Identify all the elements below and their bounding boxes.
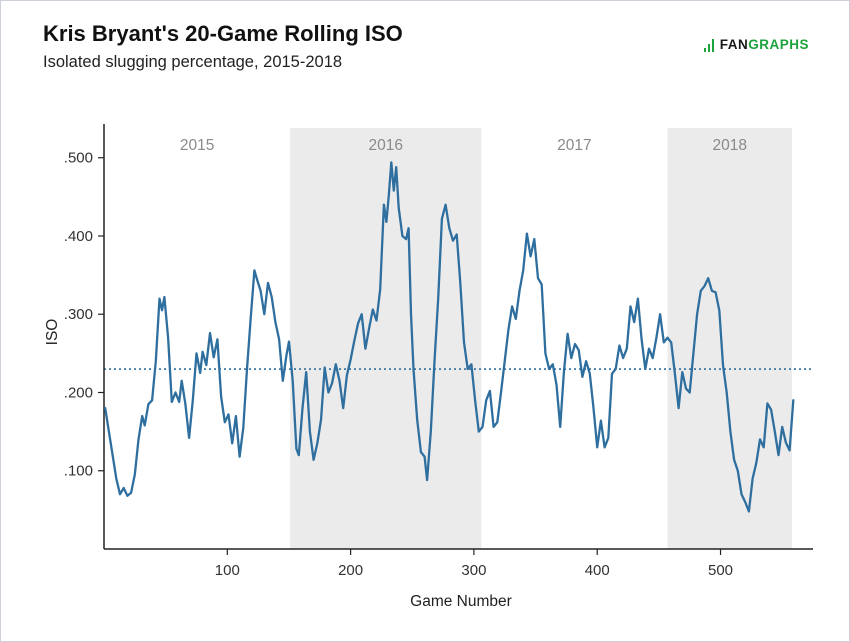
fangraphs-bars-icon [703, 38, 716, 52]
y-tick-label: .500 [64, 150, 93, 167]
page-title: Kris Bryant's 20-Game Rolling ISO [43, 21, 403, 46]
rolling-iso-line [104, 161, 795, 513]
x-tick-label: 300 [461, 562, 486, 579]
season-label-2018: 2018 [713, 137, 747, 154]
fangraphs-logo: FAN GRAPHS [703, 37, 809, 52]
logo-text-fan: FAN [719, 37, 749, 52]
y-tick-label: .100 [64, 463, 93, 480]
x-axis-label: Game Number [410, 593, 512, 610]
season-label-2015: 2015 [180, 137, 214, 154]
iso-chart: 2015 2016 2017 2018 .100 .200 .300 .400 .500 100 2… [64, 124, 813, 579]
y-tick-label: .400 [64, 228, 93, 245]
y-axis-label: ISO [44, 318, 61, 346]
season-band-2018 [667, 128, 793, 549]
season-band-2016 [290, 128, 482, 549]
x-tick-label: 200 [338, 562, 363, 579]
page-subtitle: Isolated slugging percentage, 2015-2018 [43, 53, 343, 71]
y-tick-label: .200 [64, 384, 93, 401]
x-tick-label: 400 [585, 562, 610, 579]
season-label-2016: 2016 [369, 137, 403, 154]
x-tick-label: 500 [708, 562, 733, 579]
y-tick-label: .300 [64, 306, 93, 323]
logo-text-graphs: GRAPHS [748, 37, 809, 52]
x-tick-label: 100 [215, 562, 240, 579]
season-label-2017: 2017 [557, 137, 591, 154]
